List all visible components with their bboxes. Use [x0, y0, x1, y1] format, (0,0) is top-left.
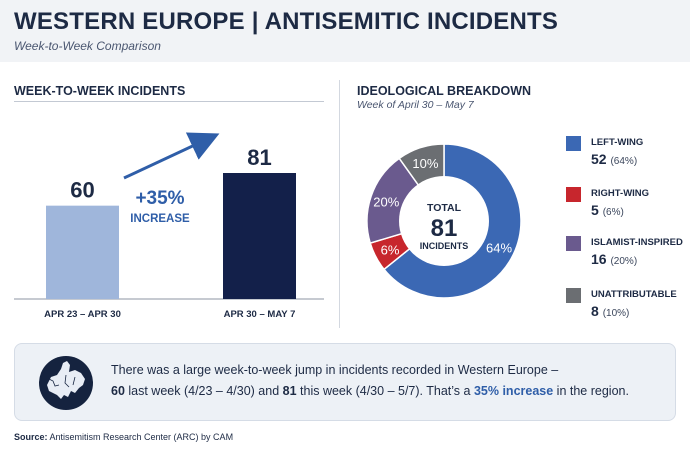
legend-label: LEFT-WING	[591, 137, 644, 148]
donut-center-top: TOTAL	[427, 202, 462, 214]
header: WESTERN EUROPE | ANTISEMITIC INCIDENTS W…	[0, 0, 690, 62]
source-note: Source: Antisemitism Research Center (AR…	[14, 432, 233, 442]
donut-slice-label: 64%	[486, 240, 512, 255]
legend-pct: (10%)	[602, 308, 630, 319]
legend-pct: (20%)	[610, 256, 638, 267]
bar-chart-title-underline	[14, 101, 324, 102]
bar-chart: +35% INCREASE 60 APR 23 – APR 30 81 APR 30 …	[14, 132, 324, 320]
summary-callout: There was a large week-to-week jump in i…	[14, 343, 676, 421]
donut-chart-title: IDEOLOGICAL BREAKDOWN	[357, 84, 532, 98]
page-title: WESTERN EUROPE | ANTISEMITIC INCIDENTS	[14, 8, 559, 35]
legend-value: 16	[591, 251, 607, 267]
page-subtitle: Week-to-Week Comparison	[14, 39, 161, 53]
legend-label: RIGHT-WING	[591, 188, 650, 199]
source-label: Source:	[14, 432, 48, 442]
legend-value-row: 5 (6%)	[591, 202, 624, 218]
donut-slice-label: 20%	[373, 194, 399, 209]
legend-value-row: 52 (64%)	[591, 151, 637, 167]
change-label: INCREASE	[130, 213, 190, 225]
legend-pct: (64%)	[610, 156, 638, 167]
donut-slice-label: 6%	[381, 242, 400, 257]
legend-label: ISLAMIST-INSPIRED	[591, 237, 683, 248]
summary-highlight: 35% increase	[473, 384, 554, 398]
donut-center-value: 81	[431, 215, 458, 242]
summary-line1: There was a large week-to-week jump in i…	[111, 363, 559, 377]
bar-category-label: APR 23 – APR 30	[44, 309, 121, 320]
legend-swatch	[566, 187, 581, 202]
summary-text-part: this week (4/30 – 5/7). That’s a	[296, 384, 474, 398]
change-value: +35%	[135, 188, 184, 209]
legend-value: 52	[591, 151, 607, 167]
legend-swatch	[566, 136, 581, 151]
donut-chart-subtitle: Week of April 30 – May 7	[357, 99, 474, 111]
source-text: Antisemitism Research Center (ARC) by CA…	[47, 432, 234, 442]
donut-center-bottom: INCIDENTS	[420, 241, 469, 251]
summary-text-part: last week (4/23 – 4/30) and	[124, 384, 283, 398]
bar-chart-title: WEEK-TO-WEEK INCIDENTS	[14, 84, 186, 98]
europe-map-icon	[39, 356, 93, 410]
legend-value-row: 8 (10%)	[591, 303, 629, 319]
legend-pct: (6%)	[602, 207, 624, 218]
summary-text: There was a large week-to-week jump in i…	[111, 360, 667, 402]
legend-value: 5	[591, 202, 599, 218]
bar-value-label: 60	[70, 178, 94, 203]
panel-divider	[339, 80, 340, 328]
summary-this-week-count: 81	[282, 384, 297, 398]
legend-label: UNATTRIBUTABLE	[591, 289, 677, 300]
bar-2	[223, 173, 296, 299]
bar-category-label: APR 30 – MAY 7	[224, 309, 296, 320]
summary-last-week-count: 60	[111, 384, 125, 398]
donut-chart: 64% 6% 20% 10% TOTAL 81 INCIDENTS	[366, 143, 522, 299]
legend-value-row: 16 (20%)	[591, 251, 637, 267]
increase-arrow	[123, 132, 220, 180]
bar-value-label: 81	[247, 145, 271, 170]
summary-text-part: in the region.	[553, 384, 629, 398]
donut-slice-label: 10%	[412, 156, 438, 171]
donut-hole	[399, 176, 489, 266]
legend-swatch	[566, 288, 581, 303]
bar-1	[46, 205, 119, 299]
legend-swatch	[566, 236, 581, 251]
legend-value: 8	[591, 303, 599, 319]
